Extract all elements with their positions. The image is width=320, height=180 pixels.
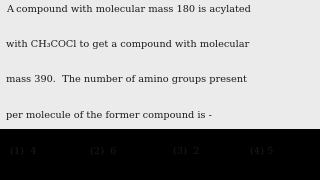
Text: with CH₃COCl to get a compound with molecular: with CH₃COCl to get a compound with mole…	[6, 40, 250, 49]
Text: mass 390.  The number of amino groups present: mass 390. The number of amino groups pre…	[6, 75, 247, 84]
Text: (1)  4: (1) 4	[10, 146, 36, 155]
Text: A compound with molecular mass 180 is acylated: A compound with molecular mass 180 is ac…	[6, 4, 251, 14]
FancyBboxPatch shape	[0, 0, 320, 129]
Text: (4) 5: (4) 5	[250, 146, 273, 155]
Text: per molecule of the former compound is -: per molecule of the former compound is -	[6, 111, 212, 120]
Text: (2)  6: (2) 6	[90, 146, 116, 155]
Text: (3)  2: (3) 2	[173, 146, 199, 155]
